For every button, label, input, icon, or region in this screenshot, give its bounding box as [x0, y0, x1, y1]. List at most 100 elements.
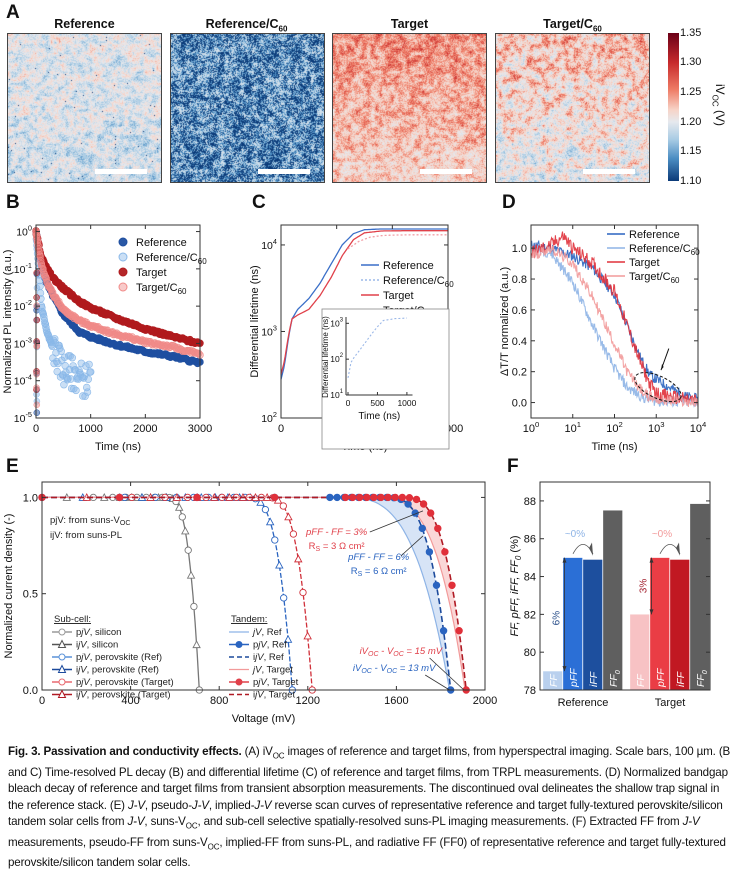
annotation-approx-0pct: ~0%	[565, 529, 585, 540]
data-point	[55, 341, 63, 350]
image-title-text: Reference/C	[205, 17, 279, 31]
y-axis-label: Differential lifetime (ns)	[249, 265, 261, 377]
tick-label: 0	[278, 423, 284, 435]
caption-text: measurements, pseudo-FF from suns-V	[8, 835, 208, 849]
legend-item-tandem: pjV, Target	[229, 677, 299, 688]
legend-item: Target	[361, 290, 414, 302]
legend-marker	[235, 641, 243, 648]
marker-triangle	[186, 570, 196, 579]
marker-filled	[391, 493, 399, 502]
caption-text: , implied-	[208, 798, 255, 812]
image-title-reference-c60: Reference/C60	[169, 17, 324, 34]
data-point	[80, 372, 89, 380]
scale-bar	[95, 169, 147, 174]
legend-label: Reference	[629, 229, 680, 241]
data-point	[85, 360, 93, 369]
note-ijv: ijV: from suns-PL	[50, 530, 122, 541]
colorbar-tick: 1.20	[680, 116, 702, 128]
data-point	[33, 409, 41, 416]
data-point	[33, 284, 41, 292]
legend-marker	[58, 678, 66, 686]
caption-text: images of reference and target films, fr…	[8, 745, 731, 812]
tick-label: 10-5	[14, 410, 32, 425]
tick-label: 86	[524, 534, 536, 546]
panel-label-e: E	[6, 456, 19, 477]
bar-label: pFF	[655, 668, 667, 688]
data-point	[58, 356, 66, 365]
tick-label: 103	[330, 317, 343, 328]
tick-label: 0.6	[512, 305, 527, 317]
marker-circle	[184, 546, 192, 554]
tick-label: 82	[524, 609, 536, 621]
data-point	[67, 375, 75, 383]
legend-item-tandem: jV, Target	[229, 665, 293, 676]
chart-e-jv-curves: 0 400 800 1200 1600 2000 0.0 0.5 1.0 Voltage (mV)…	[3, 481, 497, 725]
colorbar-label-unit: (V)	[713, 106, 727, 127]
panel-label-d: D	[502, 192, 516, 213]
marker-filled	[377, 493, 385, 502]
marker-filled	[384, 493, 392, 502]
caption-italic: J-V	[254, 798, 272, 812]
legend-subcell-title: Sub-cell:	[54, 614, 91, 625]
arrowhead	[649, 557, 654, 563]
tick-label: 0.4	[512, 336, 527, 348]
tick-label: 102	[606, 420, 623, 435]
tick-label: 102	[261, 410, 277, 425]
caption-italic: J-V	[682, 814, 700, 828]
data-point	[81, 392, 89, 401]
tick-label: 100	[523, 420, 540, 435]
marker-filled	[404, 500, 412, 508]
data-point	[82, 383, 91, 392]
legend-label: ijV, perovskite (Target)	[76, 690, 171, 701]
legend-label: jV, Ref	[251, 627, 282, 638]
legend-item-subcell: ijV, silicon	[52, 639, 118, 651]
marker-filled	[348, 493, 357, 502]
ivoc-map-reference-c60	[170, 33, 325, 183]
series-line-target	[280, 230, 448, 375]
marker-filled	[370, 493, 378, 502]
legend-label: pjV, silicon	[76, 627, 121, 638]
tick-label: 84	[524, 572, 536, 584]
bar-label: FF0	[695, 670, 709, 687]
legend-item-subcell: pjV, perovskite (Ref)	[52, 652, 162, 663]
tick-label: 10-1	[14, 261, 32, 276]
data-point	[77, 359, 86, 368]
legend-item: Reference	[361, 260, 434, 272]
caption-sub: OC	[272, 751, 285, 761]
series-line-target-c60	[530, 245, 699, 408]
legend-item-tandem: ijV, Target	[229, 690, 295, 701]
marker-circle	[178, 513, 186, 521]
legend-item: Reference	[118, 237, 187, 249]
legend-label: Target/C60	[629, 271, 680, 285]
caption-text: , suns-V	[144, 814, 186, 828]
image-title-target-c60: Target/C60	[495, 17, 650, 34]
colorbar-tick: 1.25	[680, 86, 702, 98]
data-point	[67, 384, 76, 393]
series-line-target	[531, 231, 699, 405]
tick-label: 102	[330, 353, 343, 364]
tick-label: 88	[524, 496, 536, 508]
legend-item-subcell: ijV, perovskite (Ref)	[52, 664, 159, 676]
data-point	[39, 310, 47, 318]
marker-triangle	[303, 631, 312, 640]
marker-triangle	[256, 497, 265, 506]
data-point	[33, 269, 40, 277]
colorbar-label-sub: OC	[710, 94, 720, 107]
chart-c-differential-lifetime: 050001000015000102103104Time (ns)Differe…	[249, 224, 463, 453]
marker-circle	[279, 502, 287, 510]
y-axis-label: Normalized PL intensity (a.u.)	[2, 250, 14, 394]
data-point	[41, 320, 50, 329]
caption-text: reverse scan curves of representative re…	[8, 798, 723, 828]
data-point	[33, 316, 41, 324]
legend-label: Target	[136, 267, 167, 279]
legend-item-tandem: jV, Ref	[229, 627, 282, 638]
marker-filled	[441, 548, 449, 556]
image-title-sub: 60	[278, 24, 288, 34]
caption-italic: J-V	[127, 814, 145, 828]
data-point	[60, 353, 69, 362]
tick-label: 500	[370, 398, 384, 408]
legend-label: pjV, Target	[253, 677, 299, 688]
data-point	[68, 354, 77, 362]
series-line-reference	[530, 239, 699, 405]
legend-item: Target	[607, 257, 660, 269]
